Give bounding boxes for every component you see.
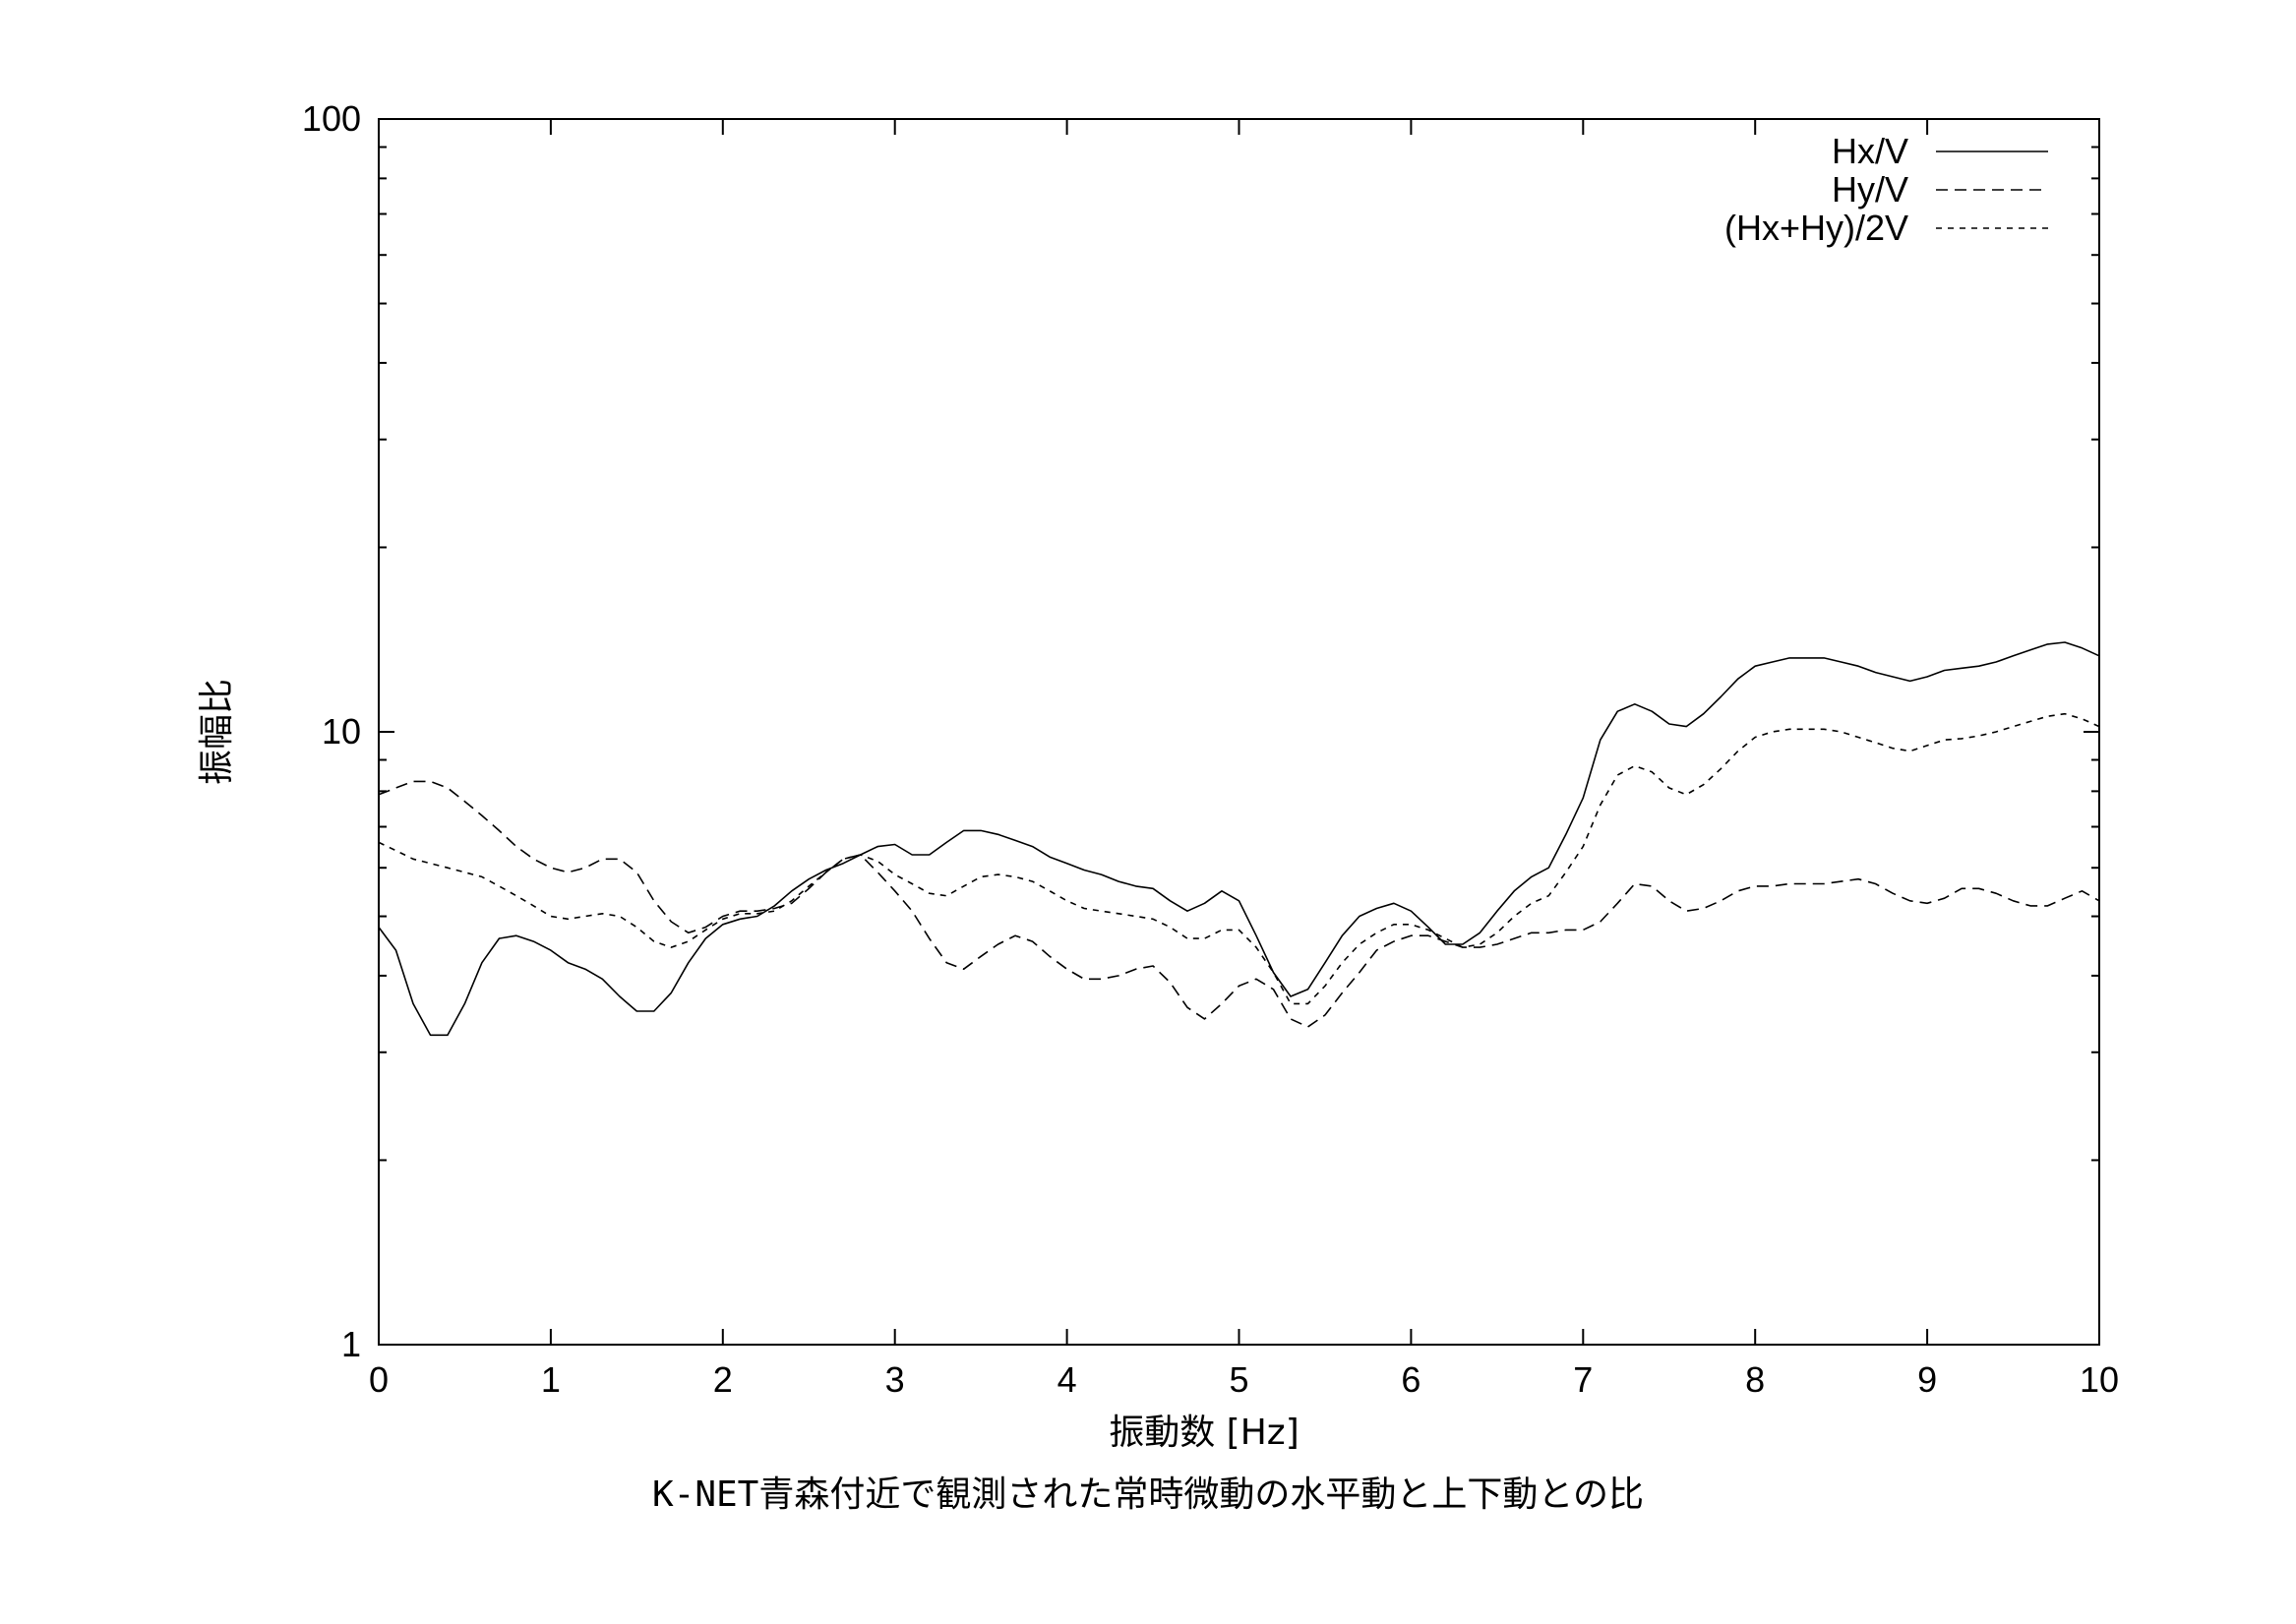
series-line-3: [378, 712, 2100, 1005]
series-line-2: [378, 780, 2100, 1028]
x-tick-label: 5: [1229, 1359, 1248, 1400]
x-tick-label: 4: [1057, 1359, 1077, 1400]
x-tick-label: 0: [369, 1359, 389, 1400]
legend-label-3: (Hx+Hy)/2V: [1724, 208, 1908, 248]
series-lines: [378, 641, 2100, 1037]
y-tick-label: 100: [302, 98, 361, 139]
y-axis-label: 振幅比: [197, 679, 237, 785]
plot-frame: [378, 118, 2100, 1346]
x-tick-label: 9: [1917, 1359, 1937, 1400]
axis-ticks: [378, 119, 2100, 1346]
figure-caption: K-NET青森付近で観測された常時微動の水平動と上下動との比: [651, 1474, 1644, 1515]
x-tick-label: 3: [885, 1359, 905, 1400]
y-tick-label: 1: [341, 1324, 361, 1364]
x-tick-label: 2: [713, 1359, 733, 1400]
legend-label-2: Hy/V: [1832, 169, 1908, 210]
legend: Hx/VHy/V(Hx+Hy)/2V: [1724, 131, 2048, 248]
x-tick-label: 1: [541, 1359, 561, 1400]
x-tick-label: 8: [1745, 1359, 1765, 1400]
x-tick-label: 6: [1401, 1359, 1420, 1400]
x-tick-label: 10: [2080, 1359, 2119, 1400]
series-line-1: [378, 641, 2100, 1037]
x-axis-label: 振動数 [Hz]: [1109, 1413, 1299, 1453]
x-tick-label: 7: [1573, 1359, 1593, 1400]
legend-label-1: Hx/V: [1832, 131, 1908, 171]
y-tick-label: 10: [322, 711, 361, 752]
